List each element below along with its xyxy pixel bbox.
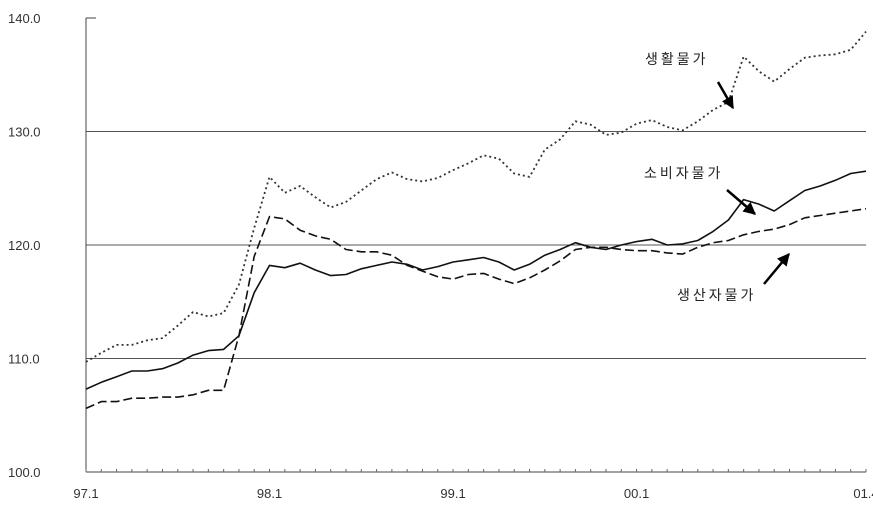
y-tick-label: 100.0 [8,465,41,480]
y-tick-label: 140.0 [8,11,41,26]
plot-frame [85,17,866,473]
annotation-arrow-living-prices [716,81,735,110]
annotation-arrow-consumer-prices [726,189,756,215]
x-axis-tick-labels: 97.1 98.1 99.1 00.1 01.4 [73,486,873,501]
annotation-living-prices: 생활물가 [645,52,709,68]
y-tick-label: 110.0 [8,352,40,367]
x-tick-label: 99.1 [440,486,465,501]
series-line-consumer-prices [85,170,867,390]
x-tick-label: 97.1 [73,486,98,501]
x-axis-ticks [85,469,867,472]
annotation-consumer-prices: 소비자물가 [644,166,723,182]
annotation-arrow-producer-prices [763,253,790,285]
x-tick-label: 01.4 [853,486,873,501]
y-axis-tick-labels: 100.0 110.0 120.0 130.0 140.0 [8,11,41,480]
series-line-living-prices [85,31,867,363]
series-lines [85,31,867,410]
annotation-producer-prices: 생산자물가 [677,288,756,304]
gridlines [86,131,866,359]
x-tick-label: 00.1 [624,486,649,501]
series-line-producer-prices [85,207,867,410]
y-tick-label: 130.0 [8,125,41,140]
x-tick-label: 98.1 [257,486,282,501]
y-tick-label: 120.0 [8,238,41,253]
